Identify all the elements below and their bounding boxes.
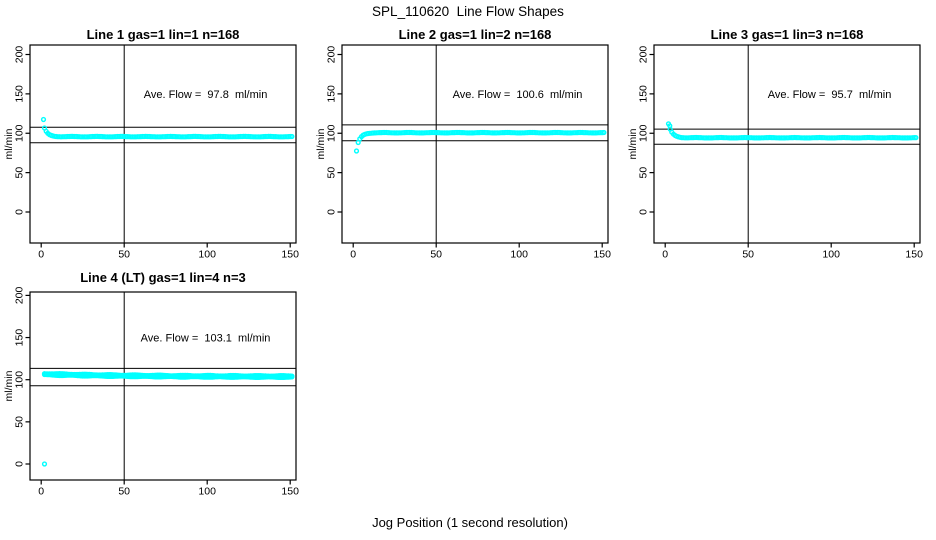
y-tick-label: 0 <box>14 209 26 215</box>
x-tick-label: 100 <box>198 249 216 261</box>
data-point <box>667 123 673 129</box>
x-tick-label: 50 <box>430 249 442 261</box>
data-points <box>353 129 607 154</box>
data-points <box>40 116 295 140</box>
data-point <box>913 135 919 141</box>
panel-line-3: Line 3 gas=1 lin=3 n=168 0 50 100 150 0 50 100 1… <box>627 27 923 261</box>
panel-line-1: Line 1 gas=1 lin=1 n=168 0 50 100 150 0 50 100 1… <box>3 27 299 261</box>
data-point <box>289 373 295 379</box>
ave-flow-annotation: Ave. Flow = 103.1 ml/min <box>141 333 271 345</box>
x-tick-label: 150 <box>281 486 299 498</box>
plot-box <box>341 44 609 244</box>
panel-line-2: Line 2 gas=1 lin=2 n=168 0 50 100 150 0 50 100 1… <box>315 27 611 261</box>
x-tick-label: 0 <box>662 249 668 261</box>
x-tick-label: 150 <box>905 249 923 261</box>
y-tick-label: 150 <box>638 85 650 103</box>
y-tick-label: 50 <box>14 167 26 179</box>
panel-title: Line 3 gas=1 lin=3 n=168 <box>711 27 864 42</box>
data-points <box>665 121 919 141</box>
x-tick-label: 0 <box>350 249 356 261</box>
plot-box <box>29 44 297 244</box>
data-point <box>353 148 360 154</box>
y-tick-label: 50 <box>638 167 650 179</box>
panels-group: Line 1 gas=1 lin=1 n=168 0 50 100 150 0 50 100 1… <box>3 27 923 498</box>
panel-title: Line 4 (LT) gas=1 lin=4 n=3 <box>80 270 246 285</box>
ave-flow-annotation: Ave. Flow = 100.6 ml/min <box>453 89 583 101</box>
x-tick-label: 150 <box>281 249 299 261</box>
panel-line-4: Line 4 (LT) gas=1 lin=4 n=3 0 50 100 150 0 50 1… <box>3 270 299 498</box>
data-point <box>601 129 607 136</box>
y-tick-label: 150 <box>14 329 26 347</box>
y-tick-label: 200 <box>14 286 26 304</box>
y-tick-label: 50 <box>14 416 26 428</box>
ave-flow-annotation: Ave. Flow = 95.7 ml/min <box>768 89 892 101</box>
x-tick-label: 50 <box>742 249 754 261</box>
data-point <box>40 116 47 123</box>
y-tick-label: 200 <box>638 46 650 64</box>
data-point <box>41 461 48 467</box>
y-axis-label: ml/min <box>627 128 639 159</box>
y-tick-label: 200 <box>14 46 26 64</box>
x-axis-outer-label: Jog Position (1 second resolution) <box>372 515 568 530</box>
x-tick-label: 50 <box>118 249 130 261</box>
data-point <box>289 133 295 140</box>
y-tick-label: 50 <box>326 167 338 179</box>
x-tick-label: 100 <box>822 249 840 261</box>
y-tick-label: 0 <box>638 209 650 215</box>
panel-title: Line 2 gas=1 lin=2 n=168 <box>399 27 552 42</box>
x-tick-label: 50 <box>118 486 130 498</box>
ave-flow-annotation: Ave. Flow = 97.8 ml/min <box>144 89 268 101</box>
y-tick-label: 0 <box>326 209 338 215</box>
x-tick-label: 0 <box>38 486 44 498</box>
y-tick-label: 100 <box>14 124 26 142</box>
figure-title: SPL_110620 Line Flow Shapes <box>372 4 564 19</box>
x-tick-label: 100 <box>510 249 528 261</box>
y-tick-label: 200 <box>326 46 338 64</box>
x-tick-label: 150 <box>593 249 611 261</box>
y-tick-label: 100 <box>638 124 650 142</box>
y-tick-label: 0 <box>14 461 26 467</box>
y-tick-label: 100 <box>14 371 26 389</box>
data-points <box>41 371 295 467</box>
y-tick-label: 150 <box>14 85 26 103</box>
y-axis-label: ml/min <box>3 370 15 401</box>
x-tick-label: 100 <box>198 486 216 498</box>
y-tick-label: 150 <box>326 85 338 103</box>
x-tick-label: 0 <box>38 249 44 261</box>
panel-title: Line 1 gas=1 lin=1 n=168 <box>87 27 240 42</box>
y-axis-label: ml/min <box>3 128 15 159</box>
y-tick-label: 100 <box>326 124 338 142</box>
y-axis-label: ml/min <box>315 128 327 159</box>
